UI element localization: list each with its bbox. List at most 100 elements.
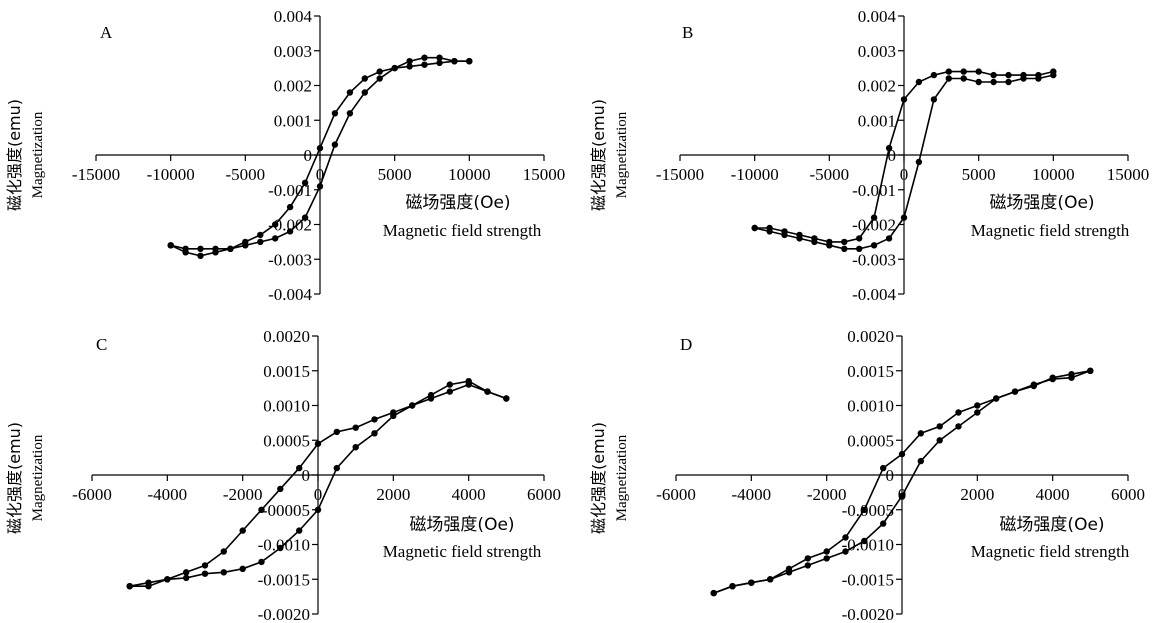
- y-tick-label: -0.004: [852, 285, 896, 304]
- y-tick-label: -0.003: [268, 250, 312, 269]
- data-point: [446, 381, 453, 388]
- data-point: [421, 61, 428, 68]
- data-point: [936, 423, 943, 430]
- data-point: [258, 558, 265, 566]
- data-point: [201, 570, 209, 577]
- y-tick-label: 0: [302, 466, 311, 485]
- data-point: [257, 238, 264, 246]
- y-tick-label: -0.001: [852, 181, 896, 200]
- x-tick-label: 10000: [448, 165, 491, 184]
- y-tick-label: 0.0005: [263, 431, 310, 450]
- x-tick-label: 4000: [452, 485, 486, 504]
- data-point: [945, 68, 952, 75]
- data-point: [1020, 75, 1027, 82]
- data-point: [466, 58, 473, 65]
- y-tick-label: 0.004: [274, 7, 313, 26]
- data-point: [955, 423, 962, 430]
- data-point: [301, 214, 309, 221]
- panel-label: B: [682, 23, 693, 42]
- data-point: [796, 235, 803, 242]
- data-point: [258, 506, 265, 513]
- data-point: [352, 444, 359, 451]
- data-point: [917, 457, 924, 465]
- data-point: [376, 75, 383, 82]
- data-point: [930, 71, 938, 79]
- panel-label: D: [680, 335, 692, 354]
- y-tick-label: -0.0020: [842, 605, 894, 623]
- data-point: [451, 58, 458, 65]
- x-axis-title-en: Magnetic field strength: [971, 221, 1130, 240]
- y-tick-label: 0: [304, 146, 313, 165]
- y-tick-label: 0.002: [274, 77, 312, 96]
- y-tick-label: 0.0005: [847, 431, 894, 450]
- data-point: [885, 144, 893, 152]
- x-tick-label: -15000: [72, 165, 120, 184]
- x-axis-title-cn: 磁场强度(Oe): [409, 515, 514, 535]
- y-tick-label: 0.002: [858, 77, 896, 96]
- data-point: [314, 440, 322, 447]
- x-tick-label: -10000: [731, 165, 779, 184]
- y-tick-label: -0.0005: [842, 501, 894, 520]
- data-point: [975, 78, 982, 86]
- chart-panel-b: -15000 -10000 -5000 0 5000 10000 15000 -0.004 -0…: [589, 7, 1149, 304]
- y-tick-label: 0.0015: [847, 362, 894, 381]
- y-tick-label: -0.0010: [842, 536, 894, 555]
- data-point: [826, 242, 833, 249]
- data-point: [785, 569, 793, 576]
- x-tick-label: 5000: [962, 165, 996, 184]
- x-tick-label: -6000: [656, 485, 696, 504]
- data-point: [314, 506, 322, 513]
- data-point: [861, 506, 868, 513]
- data-point: [183, 569, 190, 576]
- y-axis-title-en: Magnetization: [30, 434, 46, 521]
- x-tick-label: -15000: [656, 165, 704, 184]
- data-point: [1030, 382, 1038, 390]
- data-point: [436, 59, 443, 67]
- data-point: [242, 242, 249, 249]
- data-point: [900, 214, 908, 221]
- data-point: [406, 58, 413, 65]
- x-tick-label: 5000: [378, 165, 412, 184]
- data-point: [729, 583, 736, 590]
- data-point: [316, 144, 324, 152]
- data-point: [239, 527, 246, 534]
- data-point: [220, 569, 227, 576]
- y-axis-title-en: Magnetization: [614, 434, 630, 521]
- data-point: [183, 574, 190, 582]
- x-tick-label: 6000: [1111, 485, 1145, 504]
- data-point: [197, 245, 204, 252]
- data-point: [1050, 71, 1057, 79]
- data-point: [286, 228, 294, 235]
- x-tick-label: -5000: [809, 165, 849, 184]
- data-point: [427, 391, 435, 399]
- data-point: [436, 54, 443, 61]
- data-point: [915, 78, 923, 86]
- x-axis-title-cn: 磁场强度(Oe): [999, 515, 1104, 535]
- data-point: [841, 245, 848, 252]
- y-tick-label: 0.0010: [847, 397, 894, 416]
- panel-label: C: [96, 335, 107, 354]
- data-point: [421, 54, 428, 61]
- data-point: [974, 402, 981, 409]
- y-tick-label: 0.003: [858, 42, 896, 61]
- data-point: [1011, 388, 1019, 395]
- y-axis-title-en: Magnetization: [614, 111, 630, 198]
- panel-label: A: [100, 23, 113, 42]
- data-point: [376, 68, 383, 75]
- data-point: [331, 141, 339, 148]
- data-point: [277, 485, 284, 493]
- data-point: [960, 68, 967, 75]
- data-point: [197, 252, 204, 259]
- data-point: [842, 548, 849, 555]
- data-point: [346, 110, 354, 117]
- data-point: [212, 245, 219, 252]
- data-point: [331, 110, 339, 117]
- data-point: [823, 555, 830, 562]
- data-point: [272, 221, 279, 228]
- data-point: [446, 388, 453, 395]
- data-point: [710, 589, 717, 597]
- data-point: [391, 64, 398, 72]
- x-tick-label: -2000: [807, 485, 847, 504]
- data-point: [856, 235, 863, 242]
- data-point: [126, 583, 133, 590]
